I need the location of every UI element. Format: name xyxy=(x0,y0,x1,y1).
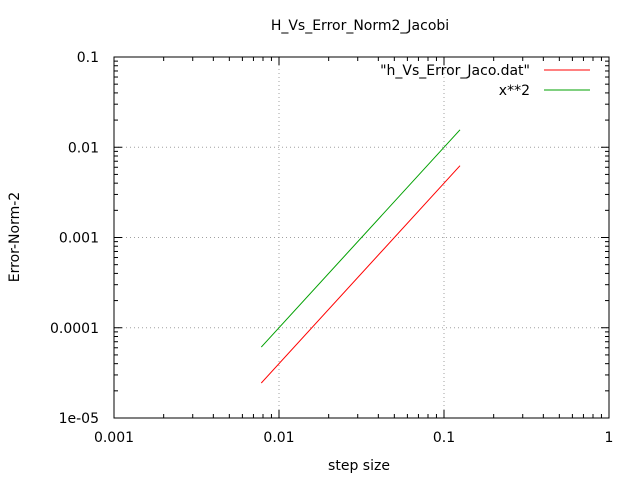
legend-label-0: "h_Vs_Error_Jaco.dat" xyxy=(380,63,530,79)
y-tick-label: 0.1 xyxy=(77,50,99,66)
x-tick-label: 1 xyxy=(605,430,614,446)
x-tick-label: 0.01 xyxy=(263,430,294,446)
legend: "h_Vs_Error_Jaco.dat" x**2 xyxy=(380,63,590,99)
chart-title: H_Vs_Error_Norm2_Jacobi xyxy=(271,18,449,34)
x-axis-label: step size xyxy=(328,458,390,474)
series-line-0 xyxy=(260,165,461,384)
y-tick-label: 0.0001 xyxy=(50,321,99,337)
y-tick-label: 0.001 xyxy=(59,231,99,247)
x-tick-label: 0.001 xyxy=(94,430,134,446)
series-line-1 xyxy=(260,129,461,348)
y-tick-label: 1e-05 xyxy=(59,411,99,427)
axis-ticks: 0.001 0.01 0.1 1 1e-05 0.0001 0.001 0.01 0.1 xyxy=(50,50,613,446)
grid-lines xyxy=(114,57,609,418)
plot-frame xyxy=(113,56,610,419)
x-tick-label: 0.1 xyxy=(433,430,455,446)
series-lines xyxy=(260,129,461,384)
y-tick-label: 0.01 xyxy=(68,140,99,156)
legend-label-1: x**2 xyxy=(499,83,530,99)
y-axis-label: Error-Norm-2 xyxy=(7,192,23,282)
